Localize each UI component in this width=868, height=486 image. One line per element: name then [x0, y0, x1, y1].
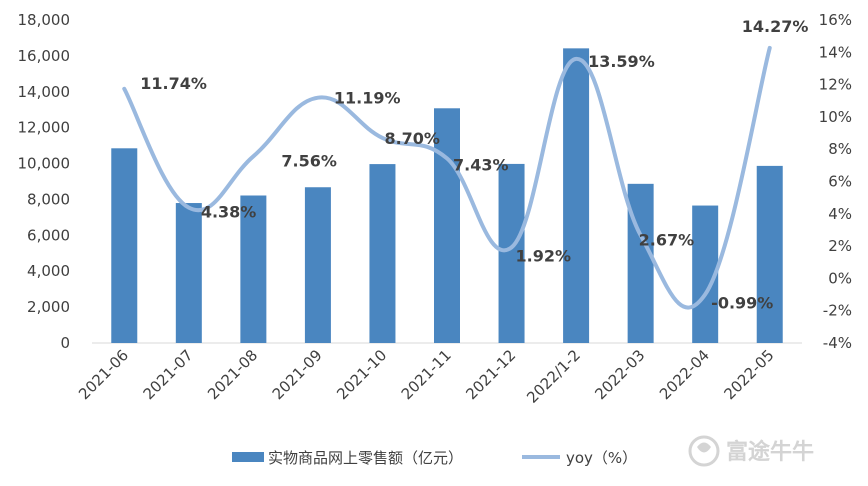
- x-tick-label: 2021-09: [269, 346, 326, 403]
- right-tick-label: 2%: [828, 237, 852, 255]
- x-tick-label: 2022/1-2: [523, 346, 584, 407]
- x-tick-label: 2022-04: [656, 346, 713, 403]
- right-y-axis: -4% -2% 0% 2% 4% 6% 8% 10% 12% 14% 16%: [819, 11, 852, 352]
- yoy-data-label: 11.19%: [334, 89, 401, 108]
- right-tick-label: 8%: [828, 140, 852, 158]
- bar: [498, 163, 525, 343]
- x-tick-label: 2022-03: [591, 346, 648, 403]
- bar: [627, 183, 654, 343]
- bar: [304, 187, 331, 343]
- yoy-data-label: 2.67%: [639, 230, 695, 249]
- futu-bull-logo-icon: [688, 435, 720, 467]
- right-tick-label: 10%: [819, 108, 852, 126]
- legend-label-bar: 实物商品网上零售额（亿元）: [268, 449, 463, 467]
- right-tick-label: -4%: [823, 334, 852, 352]
- yoy-line: [122, 45, 772, 310]
- watermark: 富途牛牛: [688, 435, 814, 467]
- right-tick-label: 0%: [828, 269, 852, 287]
- yoy-data-label: 13.59%: [588, 52, 655, 71]
- x-tick-label: 2021-10: [333, 346, 390, 403]
- x-tick-label: 2021-06: [75, 346, 132, 403]
- yoy-data-labels: 11.74% 4.38% 7.56% 11.19% 8.70% 7.43% 1.92% 13.…: [140, 17, 808, 312]
- yoy-data-label: 11.74%: [140, 74, 207, 93]
- left-tick-label: 14,000: [18, 83, 71, 101]
- yoy-data-label: -0.99%: [711, 293, 773, 312]
- legend: 实物商品网上零售额（亿元） yoy（%）: [232, 449, 637, 467]
- x-tick-label: 2021-08: [204, 346, 261, 403]
- yoy-data-label: 4.38%: [201, 203, 257, 222]
- left-tick-label: 16,000: [18, 47, 71, 65]
- x-tick-label: 2021-11: [398, 346, 455, 403]
- watermark-text: 富途牛牛: [726, 439, 814, 465]
- bar: [756, 165, 783, 343]
- x-axis-tick-labels: 2021-06 2021-07 2021-08 2021-09 2021-10 2021-…: [75, 346, 778, 407]
- legend-swatch-bar: [232, 452, 264, 462]
- yoy-data-label: 1.92%: [516, 246, 572, 265]
- right-tick-label: -2%: [823, 302, 852, 320]
- left-tick-label: 6,000: [27, 226, 70, 244]
- x-tick-label: 2022-05: [721, 346, 778, 403]
- left-tick-label: 8,000: [27, 190, 70, 208]
- left-tick-label: 12,000: [18, 119, 71, 137]
- bar: [434, 108, 460, 343]
- yoy-data-label: 8.70%: [384, 129, 440, 148]
- bar: [111, 148, 138, 343]
- bar: [240, 195, 267, 343]
- bar-series: [111, 48, 783, 343]
- right-tick-label: 12%: [819, 76, 852, 94]
- yoy-data-label: 14.27%: [742, 17, 809, 36]
- bar: [175, 203, 202, 343]
- right-tick-label: 6%: [828, 173, 852, 191]
- left-tick-label: 10,000: [18, 155, 71, 173]
- right-tick-label: 14%: [819, 43, 852, 61]
- left-tick-label: 18,000: [18, 11, 71, 29]
- left-tick-label: 4,000: [27, 262, 70, 280]
- left-y-axis: 0 2,000 4,000 6,000 8,000 10,000 12,000 14,000 1…: [18, 11, 71, 352]
- yoy-data-label: 7.43%: [453, 155, 509, 174]
- right-tick-label: 4%: [828, 205, 852, 223]
- right-tick-label: 16%: [819, 11, 852, 29]
- yoy-data-label: 7.56%: [281, 151, 337, 170]
- left-tick-label: 2,000: [27, 298, 70, 316]
- bar: [563, 48, 590, 343]
- legend-label-line: yoy（%）: [566, 449, 637, 467]
- x-tick-label: 2021-07: [140, 346, 197, 403]
- x-tick-label: 2021-12: [462, 346, 519, 403]
- bar: [369, 164, 396, 343]
- left-tick-label: 0: [60, 334, 70, 352]
